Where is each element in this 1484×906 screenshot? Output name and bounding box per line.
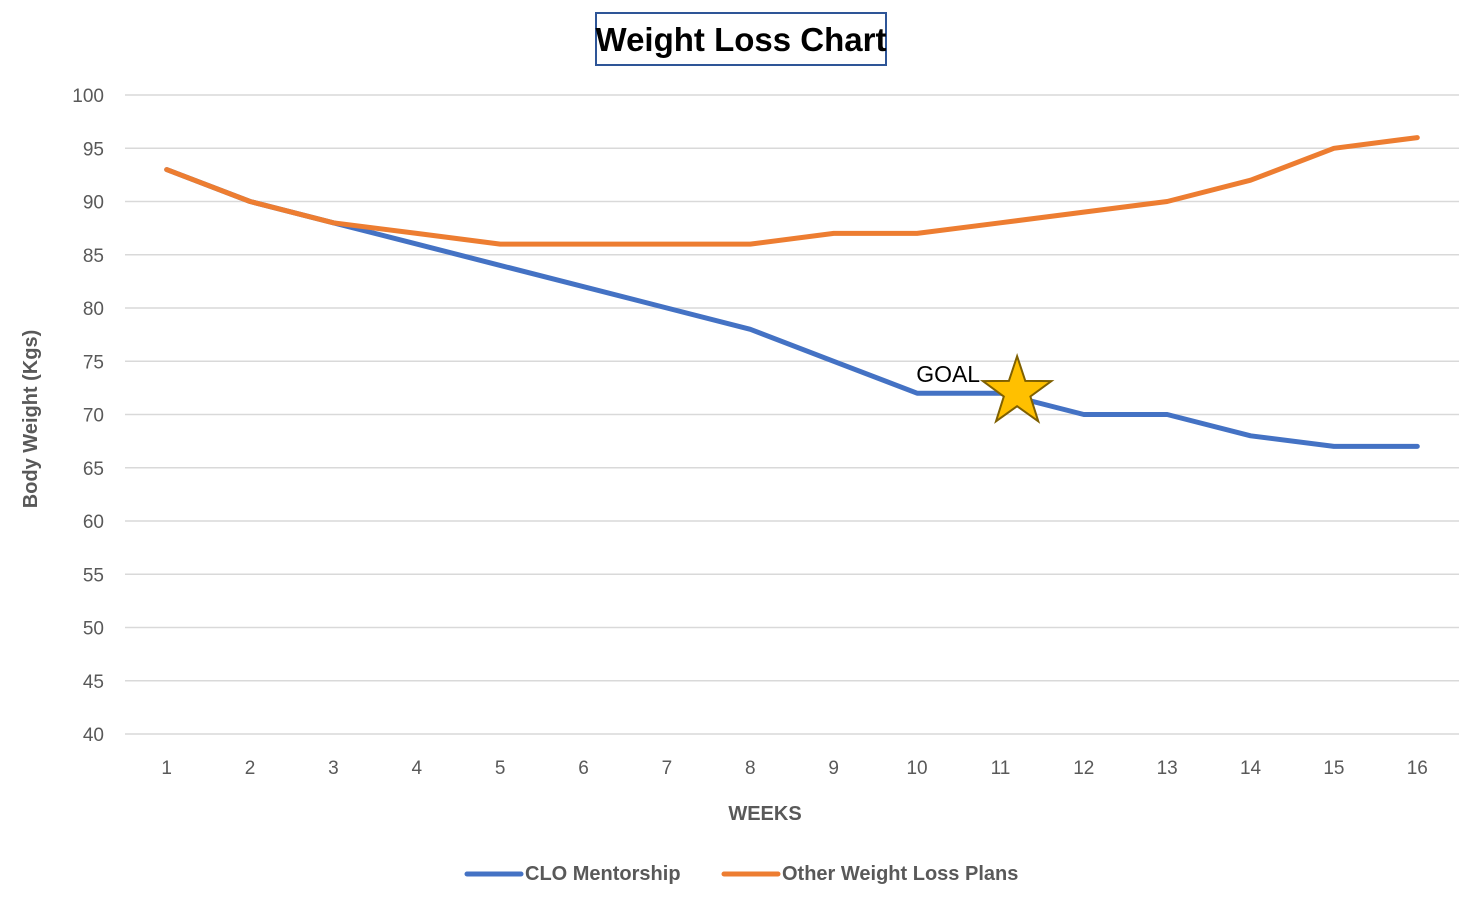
x-tick-label: 3 (328, 758, 339, 779)
x-axis-title: WEEKS (728, 803, 801, 825)
y-tick-label: 100 (72, 86, 104, 107)
x-tick-label: 5 (495, 758, 506, 779)
star-icon (979, 353, 1055, 424)
x-tick-label: 1 (161, 758, 172, 779)
x-tick-label: 16 (1407, 758, 1428, 779)
chart-title-box (595, 12, 887, 66)
x-tick-label: 12 (1073, 758, 1094, 779)
y-tick-label: 70 (83, 406, 104, 427)
y-tick-label: 85 (83, 246, 104, 267)
x-tick-label: 2 (245, 758, 256, 779)
x-tick-label: 9 (828, 758, 839, 779)
x-axis-ticks: 1 2 3 4 5 6 7 8 9 10 11 12 13 14 15 16 (161, 758, 1427, 779)
y-axis-title: Body Weight (Kgs) (20, 330, 42, 509)
x-tick-label: 8 (745, 758, 756, 779)
grid (125, 94, 1459, 735)
y-tick-label: 65 (83, 459, 104, 480)
annotation-group: GOAL (916, 353, 1055, 424)
x-tick-label: 6 (578, 758, 589, 779)
y-tick-label: 45 (83, 672, 104, 693)
y-tick-label: 90 (83, 193, 104, 214)
y-tick-label: 55 (83, 565, 104, 586)
y-axis-ticks: 40 45 50 55 60 65 70 75 80 85 90 95 100 (72, 86, 104, 746)
chart-title: Weight Loss Chart (596, 21, 887, 58)
legend-label: CLO Mentorship (525, 863, 681, 885)
y-tick-label: 50 (83, 619, 104, 640)
series-group (164, 135, 1420, 449)
series-line-clo-mentorship (164, 167, 1420, 449)
x-tick-label: 13 (1157, 758, 1178, 779)
x-tick-label: 15 (1323, 758, 1344, 779)
x-tick-label: 14 (1240, 758, 1262, 779)
legend-label: Other Weight Loss Plans (782, 863, 1018, 885)
x-tick-label: 7 (662, 758, 673, 779)
y-tick-label: 60 (83, 512, 104, 533)
x-tick-label: 10 (906, 758, 927, 779)
y-tick-label: 80 (83, 299, 104, 320)
legend: CLO Mentorship Other Weight Loss Plans (464, 863, 1018, 885)
x-tick-label: 4 (412, 758, 423, 779)
y-tick-label: 40 (83, 725, 104, 746)
y-tick-label: 95 (83, 139, 104, 160)
chart-title-group: Weight Loss Chart (595, 12, 887, 66)
y-tick-label: 75 (83, 352, 104, 373)
x-tick-label: 11 (991, 758, 1011, 779)
goal-annotation-label: GOAL (916, 361, 980, 387)
series-line-other-weight-loss-plans (164, 135, 1420, 247)
